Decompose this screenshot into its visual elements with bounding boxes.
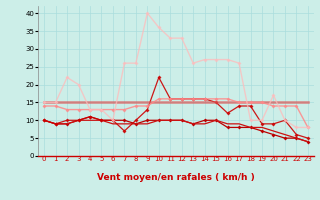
X-axis label: Vent moyen/en rafales ( km/h ): Vent moyen/en rafales ( km/h ) [97, 173, 255, 182]
